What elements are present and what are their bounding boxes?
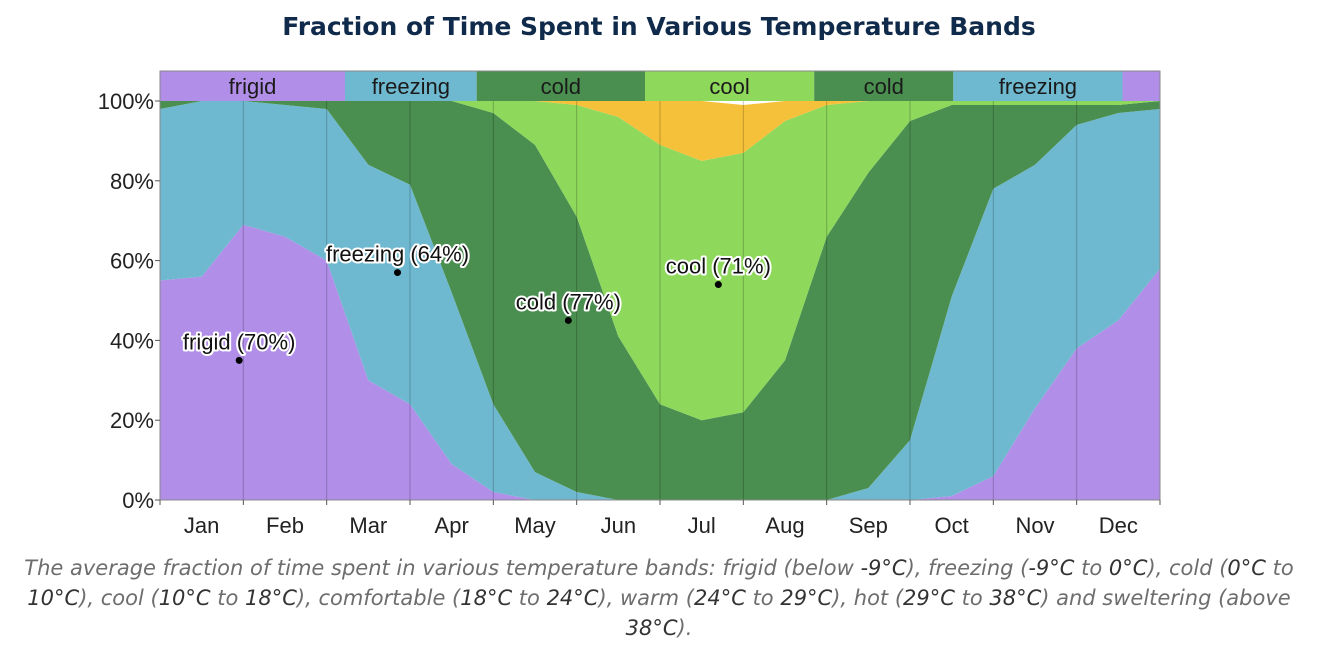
annotation-label: freezing (64%) <box>326 242 469 267</box>
area-cold <box>160 101 1160 500</box>
top-band-label: frigid <box>229 74 277 99</box>
x-tick-label: Jan <box>184 513 219 538</box>
x-tick-label: Sep <box>849 513 888 538</box>
top-band <box>345 71 477 101</box>
caption-temperature: 10°C <box>158 586 211 610</box>
caption-text: to <box>1074 556 1109 580</box>
top-band-label: freezing <box>999 74 1077 99</box>
caption-temperature: 38°C <box>989 586 1042 610</box>
y-tick-label: 100% <box>98 89 154 114</box>
caption-text: ) and sweltering (above <box>1041 586 1291 610</box>
top-band <box>476 71 645 101</box>
x-axis: Jan Feb Mar Apr May Jun Jul Aug Sep Oct Nov Dec <box>159 500 1161 538</box>
top-band <box>160 71 345 101</box>
x-tick-label: Jun <box>601 513 636 538</box>
caption-text: The average fraction of time spent in va… <box>24 556 861 580</box>
caption-text: to <box>210 586 246 610</box>
annotation-label: cold (77%) <box>516 289 621 314</box>
y-tick-label: 20% <box>110 408 154 433</box>
x-tick-label: Aug <box>765 513 804 538</box>
area-comfortable <box>160 101 1160 161</box>
caption-text: to <box>954 586 990 610</box>
annotation-dot <box>394 269 401 277</box>
annotation-label: cool (71%) <box>666 254 771 279</box>
annotation-label: frigid (70%) <box>183 329 295 354</box>
x-tick-label: Oct <box>935 513 969 538</box>
top-band <box>645 71 815 101</box>
x-tick-label: Nov <box>1015 513 1054 538</box>
caption-text: to <box>745 586 781 610</box>
caption-text: to <box>1265 556 1294 580</box>
caption-temperature: -9°C <box>860 556 907 580</box>
top-band <box>814 71 954 101</box>
caption-temperature: 24°C <box>546 586 599 610</box>
annotations: frigid (70%) freezing (64%) cold (77%) cool… <box>181 240 773 364</box>
caption-temperature: 10°C <box>27 586 80 610</box>
top-band <box>953 71 1123 101</box>
chart-title: Fraction of Time Spent in Various Temper… <box>282 12 1036 41</box>
x-tick-label: Jul <box>688 513 716 538</box>
top-band-label: cool <box>709 74 749 99</box>
area-series-group <box>160 101 1160 500</box>
caption-text: ), hot ( <box>832 586 904 610</box>
top-band-label: cold <box>541 74 581 99</box>
caption-temperature: 38°C <box>625 616 678 640</box>
caption-temperature: -9°C <box>1028 556 1075 580</box>
y-tick-label: 60% <box>110 249 154 274</box>
top-band <box>1122 71 1160 101</box>
caption-temperature: 24°C <box>694 586 746 610</box>
area-frigid <box>160 224 1160 500</box>
top-band-label: cold <box>864 74 904 99</box>
top-band-label: freezing <box>372 74 450 99</box>
caption-temperature: 18°C <box>460 586 513 610</box>
area-cool <box>160 101 1160 421</box>
caption-text: ), cool ( <box>79 586 159 610</box>
caption-temperature: 0°C <box>1227 556 1266 580</box>
annotation-dot <box>714 281 722 289</box>
y-tick-label: 80% <box>110 169 154 194</box>
y-axis: 0% 20% 40% 60% 80% 100% <box>98 89 160 513</box>
caption-text: ), comfortable ( <box>296 586 461 610</box>
caption-text: ), warm ( <box>598 586 694 610</box>
x-tick-label: Dec <box>1099 513 1138 538</box>
x-tick-label: Mar <box>349 513 387 538</box>
caption-temperature: 18°C <box>245 586 297 610</box>
caption-temperature: 29°C <box>780 586 833 610</box>
x-tick-label: May <box>514 513 556 538</box>
caption-text: ), freezing ( <box>906 556 1029 580</box>
x-tick-label: Feb <box>266 513 304 538</box>
gridlines <box>242 101 1078 500</box>
caption-temperature: 0°C <box>1108 556 1148 580</box>
annotation-dot <box>235 356 243 364</box>
annotation-dot <box>564 316 572 324</box>
y-tick-label: 40% <box>110 328 154 353</box>
chart-caption: The average fraction of time spent in va… <box>24 553 1294 643</box>
caption-text: ), cold ( <box>1147 556 1228 580</box>
caption-text: to <box>512 586 547 610</box>
y-tick-label: 0% <box>122 488 154 513</box>
caption-text: ). <box>677 616 693 640</box>
x-tick-label: Apr <box>435 513 469 538</box>
area-freezing <box>160 101 1160 500</box>
top-band-strip: frigid freezing cold cool cold freezing <box>160 71 1160 101</box>
caption-temperature: 29°C <box>903 586 955 610</box>
